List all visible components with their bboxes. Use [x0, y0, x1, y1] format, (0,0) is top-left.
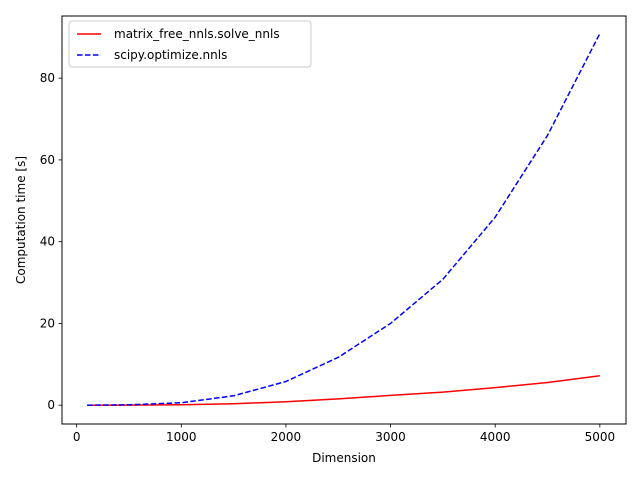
y-tick-label: 60 [40, 153, 55, 167]
y-axis-ticks: 0 20 40 60 80 [40, 71, 62, 412]
x-tick-label: 3000 [375, 430, 406, 444]
legend-box [68, 20, 312, 68]
x-tick-label: 0 [73, 430, 81, 444]
y-tick-label: 20 [40, 316, 55, 330]
y-tick-label: 80 [40, 71, 55, 85]
legend: matrix_free_nnls.solve_nnls scipy.optimi… [68, 20, 312, 68]
x-tick-label: 2000 [271, 430, 302, 444]
y-tick-label: 0 [47, 398, 55, 412]
x-tick-label: 4000 [480, 430, 511, 444]
x-tick-label: 5000 [585, 430, 616, 444]
series-line-2 [87, 33, 601, 406]
y-tick-label: 40 [40, 235, 55, 249]
plot-frame [61, 15, 627, 425]
legend-label-series-1: matrix_free_nnls.solve_nnls [114, 27, 280, 41]
x-axis-label: Dimension [312, 451, 376, 465]
series-layer [87, 33, 601, 406]
x-tick-label: 1000 [166, 430, 197, 444]
legend-label-series-2: scipy.optimize.nnls [114, 48, 227, 62]
plot-area [62, 16, 626, 424]
y-axis-label: Computation time [s] [14, 156, 28, 284]
x-axis-ticks: 0 1000 2000 3000 4000 5000 [73, 424, 615, 444]
series-line-1 [87, 375, 600, 406]
